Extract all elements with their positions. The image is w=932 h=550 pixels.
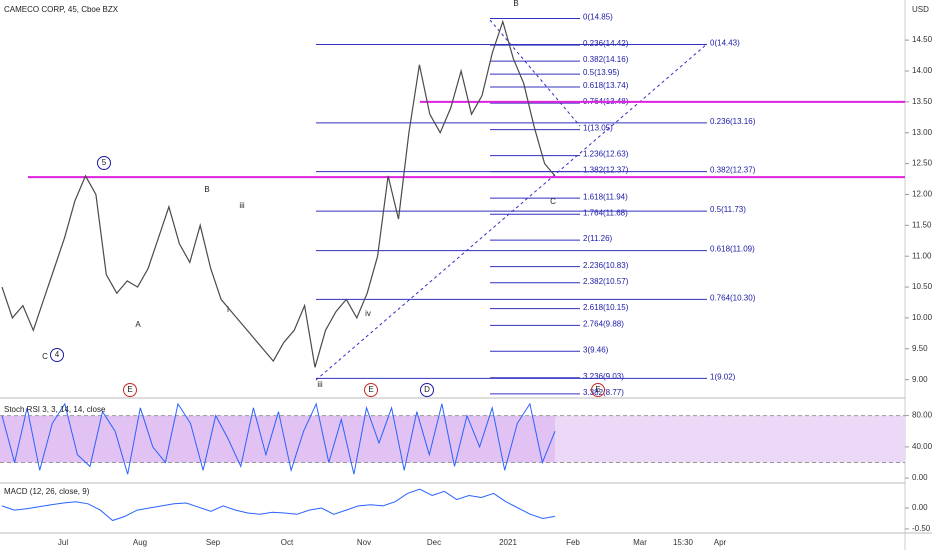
macd-tick-label: 0.00	[912, 503, 928, 512]
wave-label: B	[513, 0, 518, 8]
price-tick-label: 9.00	[912, 375, 928, 384]
price-tick-label: 12.00	[912, 190, 932, 199]
fib-label: 1.764(11.68)	[583, 208, 628, 217]
stoch-band-ext	[555, 415, 905, 463]
fib-label: 0(14.85)	[583, 13, 613, 22]
fib-label: 2(11.26)	[583, 234, 613, 243]
fib-label: 1(13.05)	[583, 124, 613, 133]
fib-label: 2.236(10.83)	[583, 261, 629, 270]
wave-label: E	[368, 385, 373, 394]
trend-line	[315, 43, 708, 381]
fib-label: 0.5(13.95)	[583, 68, 620, 77]
fib-label: 1(9.02)	[710, 373, 736, 382]
wave-circle	[97, 156, 111, 170]
time-label: Dec	[427, 538, 441, 547]
fib-label: 2.382(10.57)	[583, 277, 629, 286]
time-label: Feb	[566, 538, 580, 547]
fib-label: 2.764(9.88)	[583, 319, 624, 328]
wave-label: C	[42, 352, 48, 361]
stoch-band	[0, 415, 555, 463]
price-line	[1, 19, 556, 368]
chart-title: CAMECO CORP, 45, Cboe BZX	[4, 5, 119, 14]
time-label: 2021	[499, 538, 517, 547]
time-label: Oct	[281, 538, 294, 547]
trend-line	[489, 19, 581, 127]
wave-label: i	[227, 305, 229, 314]
price-tick-label: 14.50	[912, 35, 932, 44]
wave-circle	[123, 383, 137, 397]
wave-circle	[50, 348, 64, 362]
fib-label: 0.382(14.16)	[583, 55, 629, 64]
wave-label: 5	[102, 158, 107, 167]
wave-circle	[591, 383, 605, 397]
time-label: Sep	[206, 538, 221, 547]
stoch-line	[1, 402, 556, 475]
fib-label: 1.618(11.94)	[583, 192, 628, 201]
fib-label: 2.618(10.15)	[583, 303, 629, 312]
wave-label: D	[424, 385, 430, 394]
fib-label: 0.5(11.73)	[710, 205, 746, 214]
wave-label: B	[204, 185, 209, 194]
currency: USD	[912, 5, 929, 14]
fib-label: 0.236(14.42)	[583, 39, 629, 48]
wave-circle	[420, 383, 434, 397]
fib-label: 1.236(12.63)	[583, 150, 629, 159]
wave-label: 4	[55, 350, 60, 359]
macd-label: MACD (12, 26, close, 9)	[4, 487, 90, 496]
time-label: 15:30	[673, 538, 694, 547]
wave-circle	[364, 383, 378, 397]
fib-label: 3.236(9.03)	[583, 372, 624, 381]
price-tick-label: 11.50	[912, 220, 932, 229]
price-tick-label: 13.50	[912, 97, 932, 106]
stoch-tick-label: 80.00	[912, 411, 932, 420]
fib-label: 0.382(12.37)	[710, 166, 756, 175]
wave-label: C	[550, 197, 556, 206]
wave-label: A	[135, 320, 141, 329]
price-tick-label: 9.50	[912, 344, 928, 353]
stoch-tick-label: 0.00	[912, 473, 928, 482]
price-tick-label: 14.00	[912, 66, 932, 75]
wave-label: iii	[239, 201, 245, 210]
wave-label: iii	[317, 380, 323, 389]
wave-label: iv	[365, 309, 371, 318]
wave-label: E	[595, 385, 600, 394]
fib-label: 3(9.46)	[583, 345, 609, 354]
fib-label: 0.618(13.74)	[583, 81, 629, 90]
fib-label: 0(14.43)	[710, 39, 740, 48]
fib-label: 0.618(11.09)	[710, 245, 755, 254]
macd-tick-label: -0.50	[912, 524, 931, 533]
time-label: Mar	[633, 538, 647, 547]
price-tick-label: 11.00	[912, 251, 932, 260]
price-tick-label: 10.50	[912, 282, 932, 291]
fib-label: 1.382(12.37)	[583, 166, 629, 175]
price-tick-label: 12.50	[912, 159, 932, 168]
wave-label: E	[127, 385, 132, 394]
time-label: Aug	[133, 538, 147, 547]
price-tick-label: 10.00	[912, 313, 932, 322]
price-tick-label: 13.00	[912, 128, 932, 137]
time-label: Jul	[58, 538, 68, 547]
fib-label: 0.764(10.30)	[710, 294, 756, 303]
stoch-tick-label: 40.00	[912, 442, 932, 451]
time-label: Nov	[357, 538, 371, 547]
fib-label: 0.236(13.16)	[710, 117, 756, 126]
stoch-label: Stoch RSI 3, 3, 14, 14, close	[4, 405, 106, 414]
macd-line	[1, 488, 556, 522]
time-label: Apr	[714, 538, 727, 547]
